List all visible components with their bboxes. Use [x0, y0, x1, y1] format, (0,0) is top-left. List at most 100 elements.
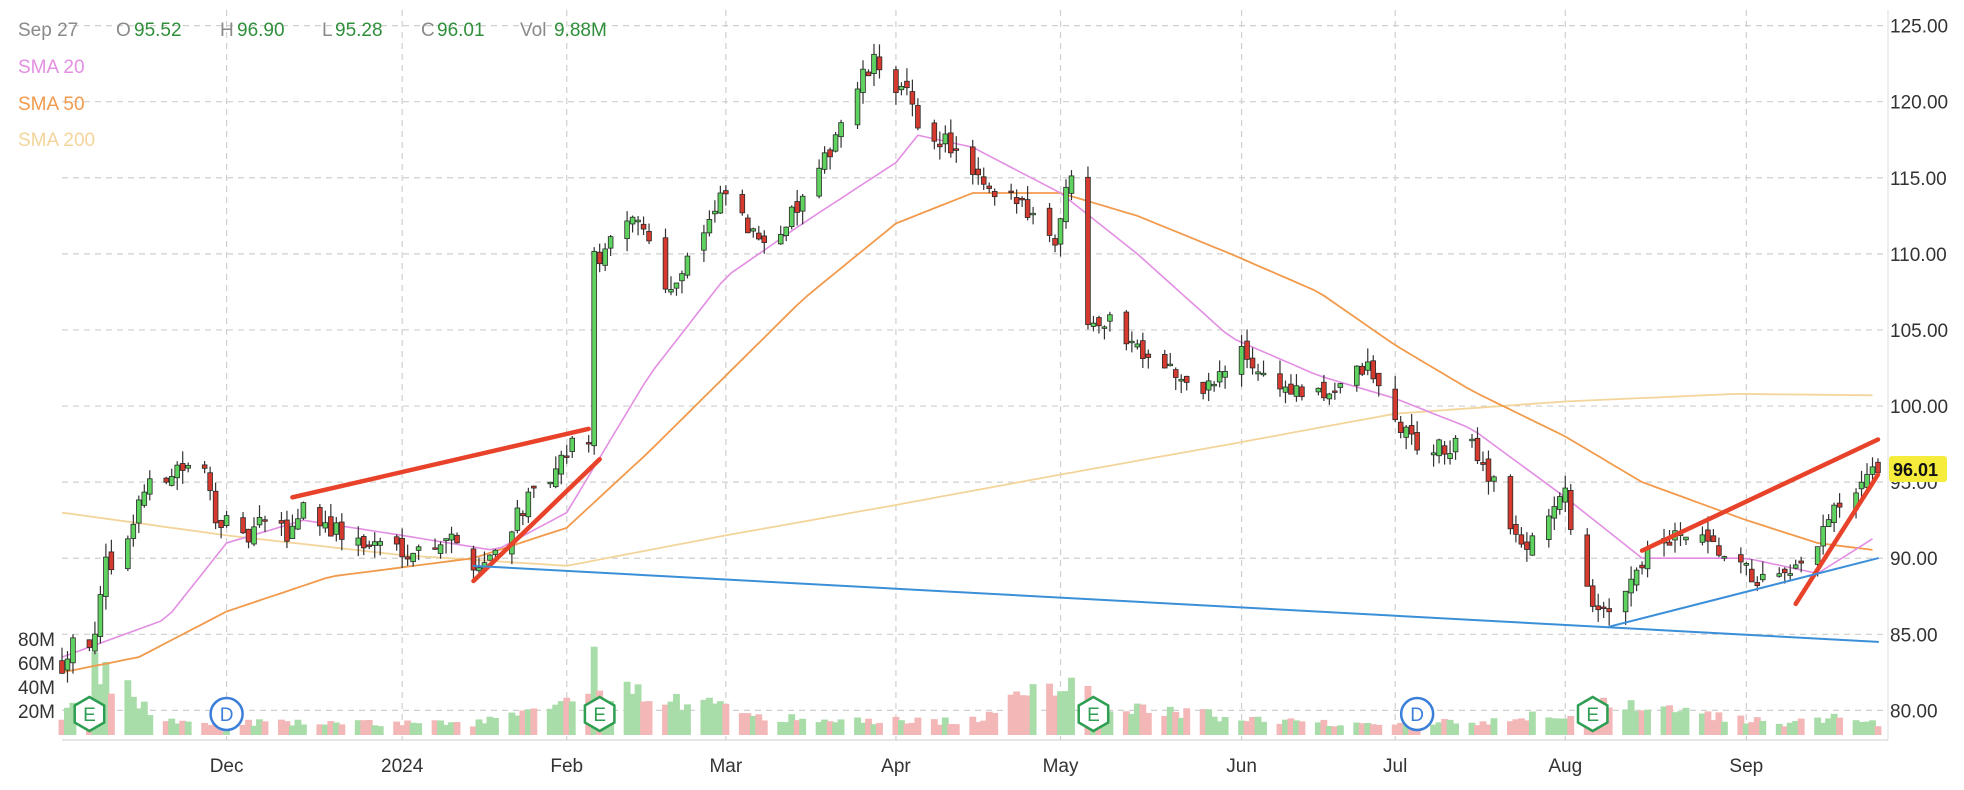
candle[interactable] [1183, 375, 1190, 391]
candle[interactable] [991, 188, 998, 206]
dividend-marker[interactable]: D [1399, 696, 1435, 732]
candle[interactable] [339, 513, 345, 551]
candle[interactable] [1216, 360, 1223, 388]
candle[interactable] [1019, 196, 1025, 207]
candle[interactable] [893, 66, 899, 105]
candle[interactable] [563, 444, 570, 464]
candle[interactable] [1046, 203, 1053, 243]
candle[interactable] [1403, 425, 1409, 450]
candle[interactable] [251, 517, 257, 547]
candle[interactable] [1589, 579, 1596, 613]
candle[interactable] [745, 214, 751, 234]
candle[interactable] [218, 519, 224, 539]
candle[interactable] [821, 146, 828, 174]
candle[interactable] [1326, 392, 1333, 405]
candle[interactable] [558, 450, 565, 485]
candle[interactable] [975, 157, 981, 185]
candle[interactable] [1792, 559, 1799, 570]
candle[interactable] [1529, 532, 1536, 556]
candle[interactable] [816, 159, 822, 199]
candle[interactable] [1546, 508, 1552, 548]
candle[interactable] [706, 210, 713, 237]
candle[interactable] [174, 461, 180, 490]
candle[interactable] [437, 541, 444, 559]
candle[interactable] [470, 545, 477, 580]
candle[interactable] [1441, 440, 1448, 465]
candle[interactable] [838, 119, 844, 148]
candle[interactable] [1600, 601, 1607, 619]
candle[interactable] [1633, 567, 1640, 592]
candle[interactable] [377, 537, 383, 556]
candle[interactable] [1293, 374, 1300, 402]
candle[interactable] [1749, 559, 1755, 583]
candle[interactable] [553, 456, 559, 489]
candle[interactable] [514, 499, 521, 534]
candle[interactable] [1743, 561, 1750, 576]
candle[interactable] [1864, 463, 1870, 491]
candle[interactable] [1249, 347, 1256, 375]
candle[interactable] [898, 82, 905, 96]
candle[interactable] [256, 505, 263, 528]
candle[interactable] [487, 554, 493, 561]
candle[interactable] [1332, 382, 1338, 400]
candle[interactable] [1485, 450, 1492, 495]
candle[interactable] [1370, 355, 1377, 384]
candle[interactable] [668, 276, 674, 296]
candle[interactable] [1392, 376, 1398, 423]
candle[interactable] [371, 532, 378, 558]
candle[interactable] [278, 512, 285, 537]
candle[interactable] [92, 621, 98, 655]
earnings-marker[interactable]: E [1576, 695, 1609, 733]
candle[interactable] [1172, 367, 1179, 391]
candle[interactable] [1760, 561, 1766, 583]
candle[interactable] [1480, 451, 1486, 472]
candle[interactable] [1825, 514, 1832, 528]
earnings-marker[interactable]: E [583, 695, 616, 733]
candle[interactable] [366, 540, 373, 550]
candle[interactable] [1836, 493, 1843, 518]
candle[interactable] [399, 528, 405, 569]
candle[interactable] [1452, 435, 1459, 460]
candle[interactable] [1798, 556, 1804, 573]
candle[interactable] [723, 185, 729, 206]
candle[interactable] [629, 215, 636, 233]
candle[interactable] [1595, 593, 1601, 622]
candle[interactable] [871, 43, 877, 87]
candle[interactable] [454, 532, 460, 544]
candle[interactable] [1699, 526, 1706, 546]
candle[interactable] [673, 282, 680, 296]
candle[interactable] [1238, 335, 1245, 387]
candle[interactable] [1705, 516, 1711, 554]
candle[interactable] [788, 205, 795, 230]
candle[interactable] [1721, 555, 1728, 562]
candle[interactable] [130, 514, 137, 547]
candle[interactable] [108, 539, 115, 575]
candle[interactable] [931, 119, 938, 150]
candle[interactable] [596, 243, 603, 273]
candle[interactable] [777, 225, 784, 245]
candle[interactable] [1562, 475, 1569, 513]
candle[interactable] [1683, 536, 1689, 546]
candle[interactable] [1178, 374, 1184, 394]
trend-line[interactable] [471, 457, 602, 584]
candle[interactable] [147, 470, 153, 501]
candle[interactable] [1820, 514, 1826, 555]
candle[interactable] [86, 639, 93, 652]
candle[interactable] [1606, 598, 1612, 626]
candle[interactable] [1557, 492, 1563, 515]
earnings-marker[interactable]: E [73, 695, 106, 733]
candle[interactable] [1776, 567, 1783, 578]
candle[interactable] [1260, 360, 1267, 377]
candle[interactable] [1628, 566, 1634, 607]
candle[interactable] [662, 228, 669, 294]
candle[interactable] [1408, 413, 1415, 445]
candle[interactable] [1364, 348, 1371, 376]
candle[interactable] [97, 585, 104, 644]
candle[interactable] [701, 224, 707, 262]
candle[interactable] [1140, 332, 1146, 369]
candle[interactable] [1430, 444, 1437, 467]
candle[interactable] [1738, 547, 1744, 574]
candle[interactable] [1513, 515, 1519, 543]
